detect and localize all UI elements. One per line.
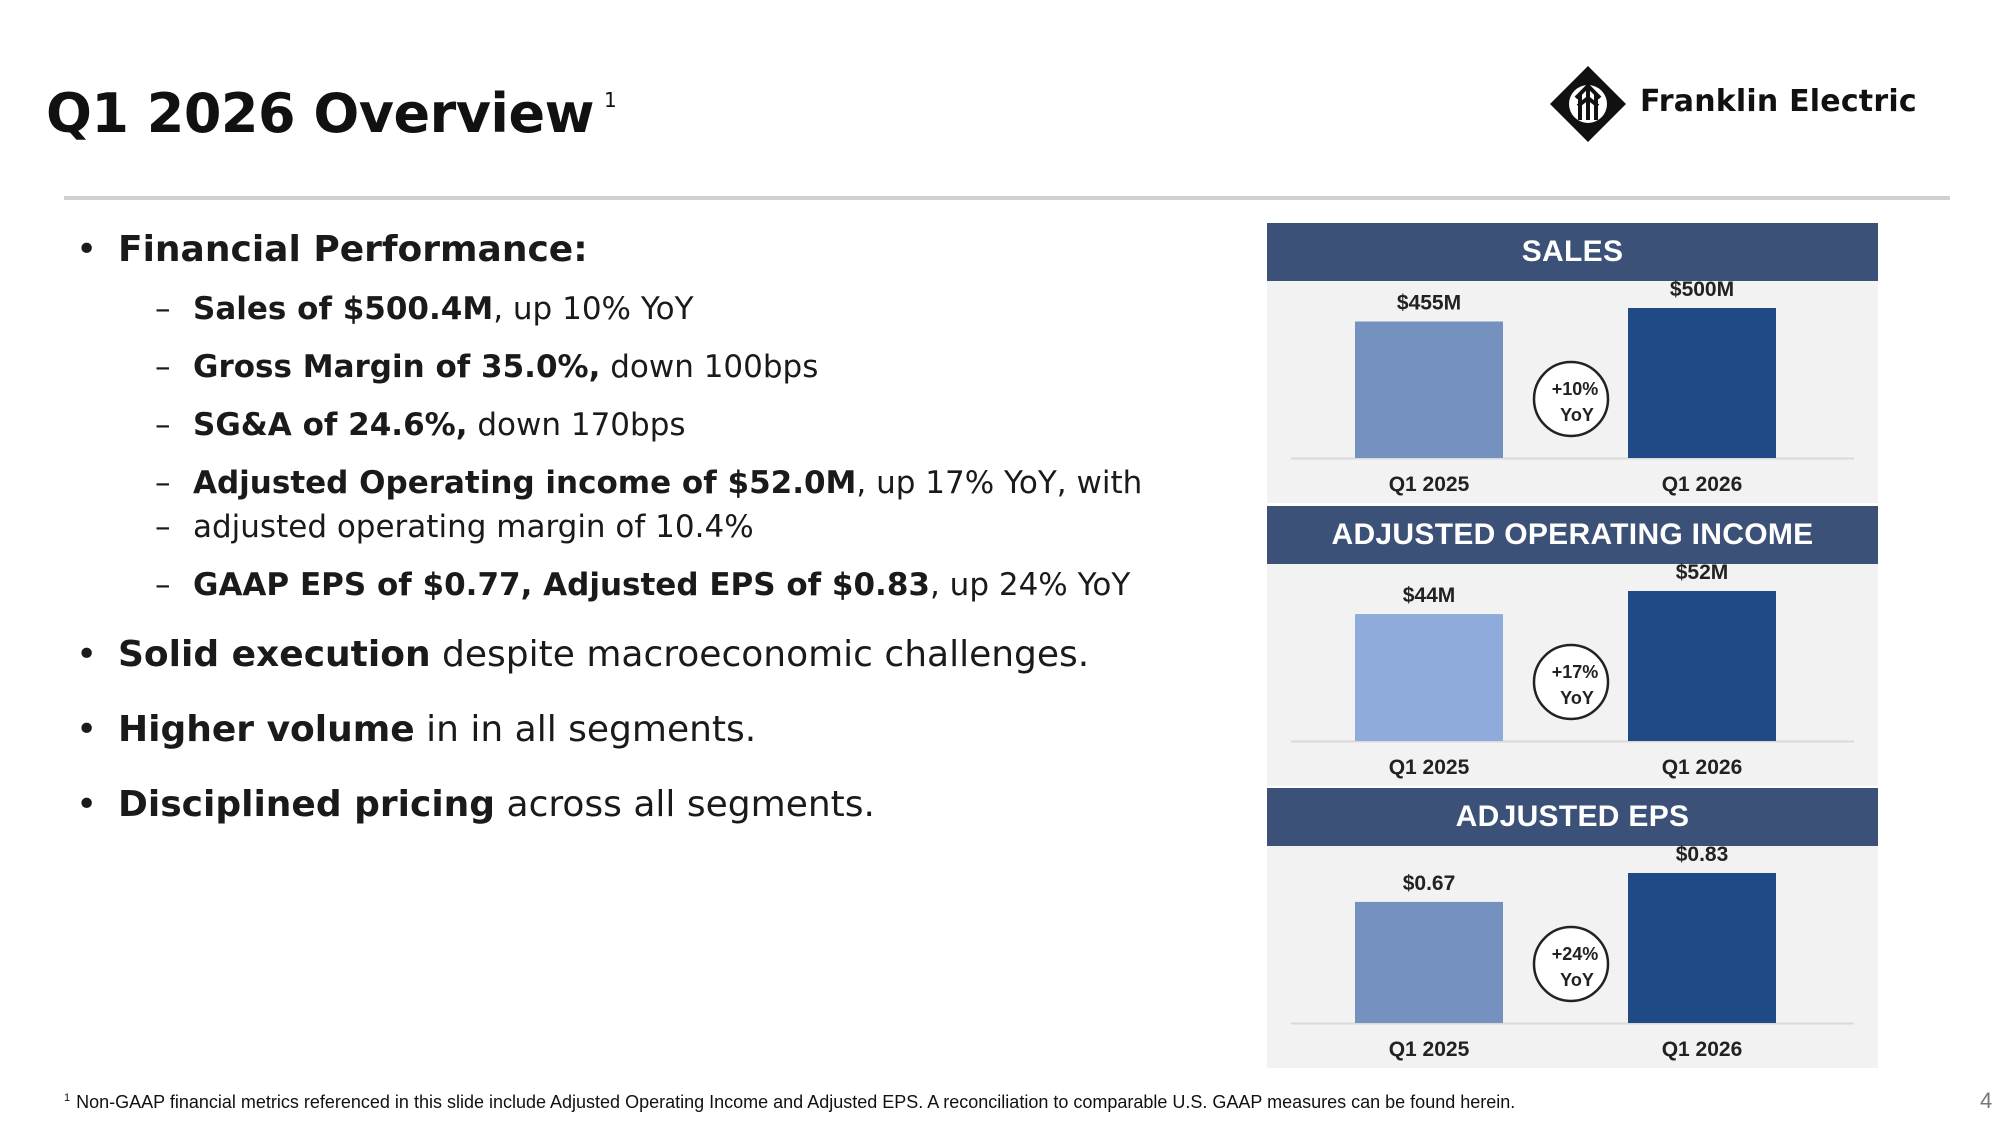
page-title-text: Q1 2026 Overview — [46, 82, 594, 145]
sales-chart-title: SALES — [1267, 223, 1878, 281]
aoi-chart-title: ADJUSTED OPERATING INCOME — [1267, 506, 1878, 564]
title-divider — [64, 196, 1950, 200]
bar-value-label: $0.67 — [1403, 872, 1456, 895]
subbullet-text: down 170bps — [467, 407, 686, 443]
growth-percent-label: +17% — [1552, 662, 1599, 682]
subbullet-bold: Sales of $500.4M — [193, 291, 494, 327]
bar-value-label: $0.83 — [1676, 843, 1729, 866]
subbullet-bold: Gross Margin of 35.0%, — [193, 349, 601, 385]
growth-yoy-label: YoY — [1560, 970, 1594, 990]
subbullet-sga: SG&A of 24.6%, down 170bps — [70, 403, 1220, 447]
eps-chart-panel: ADJUSTED EPS $0.67 Q1 2025 $0.83 Q1 2026 +24… — [1267, 788, 1878, 1068]
bar-q1-2026 — [1628, 308, 1776, 458]
bullet-bold: Solid execution — [118, 634, 431, 675]
growth-badge — [1532, 925, 1610, 1003]
subbullet-gross-margin: Gross Margin of 35.0%, down 100bps — [70, 345, 1220, 389]
bar-q1-2026 — [1628, 591, 1776, 741]
category-label: Q1 2025 — [1389, 756, 1470, 779]
growth-percent-label: +10% — [1552, 379, 1599, 399]
category-label: Q1 2025 — [1389, 473, 1470, 496]
bar-value-label: $500M — [1670, 278, 1734, 301]
category-label: Q1 2026 — [1662, 1038, 1743, 1061]
bullet-text: in in all segments. — [414, 709, 757, 750]
subbullet-text: down 100bps — [600, 349, 819, 385]
bar-value-label: $52M — [1676, 561, 1729, 584]
eps-bar-chart: $0.67 Q1 2025 $0.83 Q1 2026 +24% YoY — [1291, 843, 1854, 1061]
bar-q1-2025 — [1355, 321, 1503, 458]
sales-bar-chart: $455M Q1 2025 $500M Q1 2026 +10% YoY — [1291, 278, 1854, 496]
category-label: Q1 2026 — [1662, 756, 1743, 779]
bullet-bold: Higher volume — [118, 709, 415, 750]
aoi-bar-chart: $44M Q1 2025 $52M Q1 2026 +17% YoY — [1291, 561, 1854, 779]
bullet-text: despite macroeconomic challenges. — [430, 634, 1090, 675]
subbullet-eps: GAAP EPS of $0.77, Adjusted EPS of $0.83… — [70, 563, 1220, 607]
subbullet-adjusted-operating-margin: adjusted operating margin of 10.4% — [70, 505, 1220, 549]
page-number: 4 — [1980, 1088, 1993, 1113]
eps-chart-title: ADJUSTED EPS — [1267, 788, 1878, 846]
subbullet-bold: Adjusted Operating income of $52.0M — [193, 465, 857, 501]
bar-value-label: $455M — [1397, 292, 1461, 315]
category-label: Q1 2025 — [1389, 1038, 1470, 1061]
growth-percent-label: +24% — [1552, 944, 1599, 964]
bar-q1-2025 — [1355, 614, 1503, 741]
subbullet-bold: SG&A of 24.6%, — [193, 407, 468, 443]
bullet-text: across all segments. — [495, 784, 875, 825]
subbullet-sales: Sales of $500.4M, up 10% YoY — [70, 287, 1220, 331]
bullet-disciplined-pricing: Disciplined pricing across all segments. — [70, 783, 1220, 827]
title-footnote-marker: 1 — [603, 88, 617, 112]
bullet-text: Financial Performance: — [118, 229, 588, 270]
bar-value-label: $44M — [1403, 584, 1456, 607]
growth-yoy-label: YoY — [1560, 405, 1594, 425]
footnote-text: Non-GAAP financial metrics referenced in… — [76, 1092, 1516, 1112]
bar-q1-2026 — [1628, 873, 1776, 1023]
logo-wordmark: Franklin Electric — [1640, 84, 1917, 119]
subbullet-text: adjusted operating margin of 10.4% — [193, 509, 754, 545]
category-label: Q1 2026 — [1662, 473, 1743, 496]
bullet-financial-performance: Financial Performance: — [70, 228, 1220, 272]
franklin-electric-logo: Franklin Electric — [1548, 64, 1938, 144]
footnote-marker: 1 — [64, 1092, 71, 1104]
subbullet-bold: GAAP EPS of $0.77, Adjusted EPS of $0.83 — [193, 567, 930, 603]
bar-q1-2025 — [1355, 901, 1503, 1023]
footnote: 1 Non-GAAP financial metrics referenced i… — [64, 1092, 1515, 1113]
subbullet-text: , up 24% YoY — [929, 567, 1131, 603]
page-title: Q1 2026 Overview 1 — [46, 82, 617, 145]
sales-chart-panel: SALES $455M Q1 2025 $500M Q1 2026 +10% YoY — [1267, 223, 1878, 503]
subbullet-adjusted-operating-income: Adjusted Operating income of $52.0M, up … — [70, 461, 1220, 505]
bullet-bold: Disciplined pricing — [118, 784, 496, 825]
bullet-solid-execution: Solid execution despite macroeconomic ch… — [70, 633, 1220, 677]
subbullet-text: , up 10% YoY — [493, 291, 694, 327]
overview-bullets: Financial Performance: Sales of $500.4M,… — [70, 228, 1220, 827]
growth-badge — [1532, 643, 1610, 721]
franklin-diamond-icon — [1550, 66, 1626, 142]
aoi-chart-panel: ADJUSTED OPERATING INCOME $44M Q1 2025 $52… — [1267, 506, 1878, 786]
growth-yoy-label: YoY — [1560, 688, 1594, 708]
growth-badge — [1532, 360, 1610, 438]
subbullet-text: , up 17% YoY, with — [856, 465, 1143, 501]
bullet-higher-volume: Higher volume in in all segments. — [70, 708, 1220, 752]
